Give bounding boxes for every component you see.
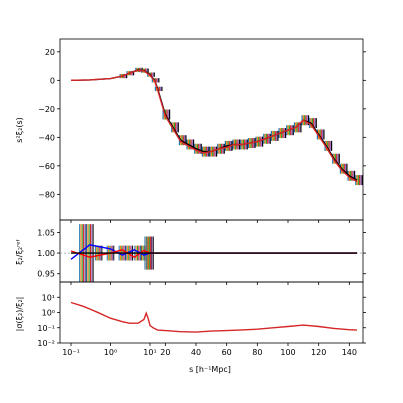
ytick-label: 10⁻²	[37, 339, 55, 348]
bottom-xlabel: s [h⁻¹Mpc]	[189, 365, 231, 374]
xtick-label: 10⁰	[104, 348, 117, 357]
ytick-label: 1.05	[37, 228, 55, 237]
ytick-label: −60	[38, 162, 55, 171]
ytick-label: 20	[45, 48, 55, 57]
top-panel: 20 0 −20 −40 −60 −80	[38, 38, 366, 223]
top-ylabel: s²ξ₂(s)	[15, 117, 24, 142]
xtick-label: 20	[160, 348, 170, 357]
ytick-label: 10⁰	[42, 309, 55, 318]
ytick-label: 10¹	[42, 293, 55, 302]
ytick-label: −80	[38, 190, 55, 199]
ytick-label: 0	[50, 76, 55, 85]
middle-panel: 1.05 1.00 0.95	[37, 219, 366, 285]
series-line	[70, 69, 358, 183]
xtick-label: 80	[252, 348, 262, 357]
bottom-panel: 10¹ 10⁰ 10⁻¹ 10⁻² 10⁻¹ 10⁰ 10¹ 20 40 60 80 100 120 14…	[37, 281, 366, 357]
ytick-label: 0.95	[37, 270, 55, 279]
axes-frame	[59, 281, 364, 344]
xtick-label: 60	[222, 348, 232, 357]
ytick-label: −40	[38, 133, 55, 142]
axes-frame	[59, 219, 364, 283]
bottom-ylabel: |σ(ξ₂)/ξ₂|	[15, 297, 24, 332]
series-line	[70, 301, 358, 333]
xtick-label: 10⁻¹	[62, 348, 80, 357]
ytick-label: 10⁻¹	[37, 324, 55, 333]
ytick-label: −20	[38, 105, 55, 114]
ytick-label: 1.00	[37, 249, 55, 258]
xtick-label: 10¹	[143, 348, 156, 357]
middle-ylabel: ξ₂/ξ₂ʳᵉᶠ	[15, 239, 24, 265]
xtick-label: 140	[342, 348, 357, 357]
xtick-label: 100	[280, 348, 295, 357]
xtick-label: 40	[191, 348, 201, 357]
xtick-label: 120	[311, 348, 326, 357]
